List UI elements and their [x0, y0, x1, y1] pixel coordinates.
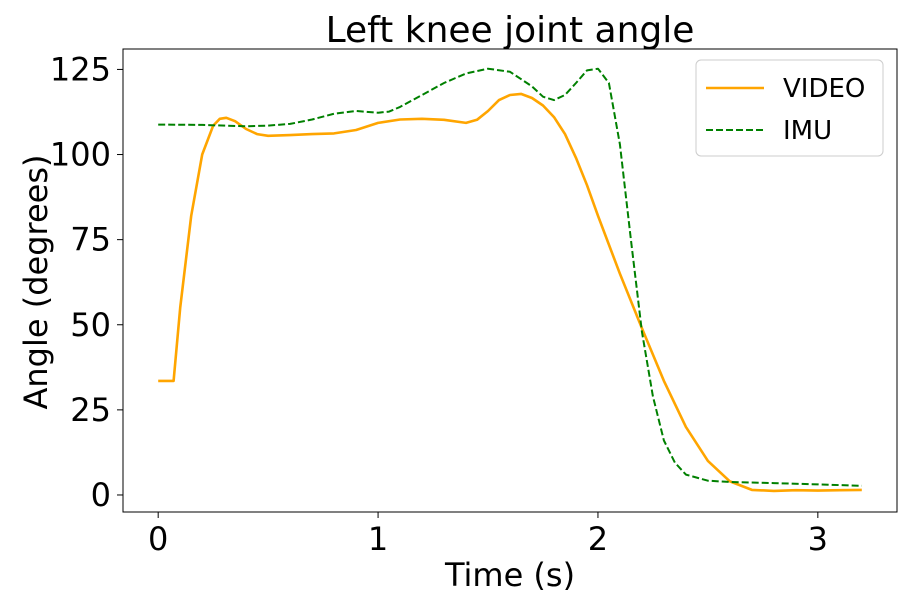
series-line-imu	[158, 67, 862, 487]
legend-box	[695, 59, 884, 157]
y-tick-label: 25	[70, 391, 111, 429]
y-axis: 0 25 50 75 100 125	[50, 50, 123, 514]
plot-area	[122, 48, 898, 513]
x-tick-label: 2	[588, 520, 608, 558]
legend: VIDEO IMU	[695, 59, 884, 157]
y-tick-label: 0	[91, 476, 111, 514]
y-tick-label: 75	[70, 221, 111, 259]
y-tick-label: 125	[50, 50, 111, 88]
legend-label-video: VIDEO	[783, 74, 865, 104]
plot-frame	[122, 48, 898, 513]
series-line-video	[158, 92, 862, 493]
y-axis-label: Angle (degrees)	[17, 154, 55, 409]
x-tick-label: 3	[808, 520, 828, 558]
y-tick-label: 50	[70, 306, 111, 344]
chart-title: Left knee joint angle	[326, 10, 695, 51]
x-tick-label: 0	[148, 520, 168, 558]
y-tick-label: 100	[50, 136, 111, 174]
x-axis: 0 1 2 3	[148, 512, 828, 558]
x-axis-label: Time (s)	[444, 556, 575, 594]
legend-label-imu: IMU	[783, 116, 832, 146]
x-tick-label: 1	[368, 520, 388, 558]
